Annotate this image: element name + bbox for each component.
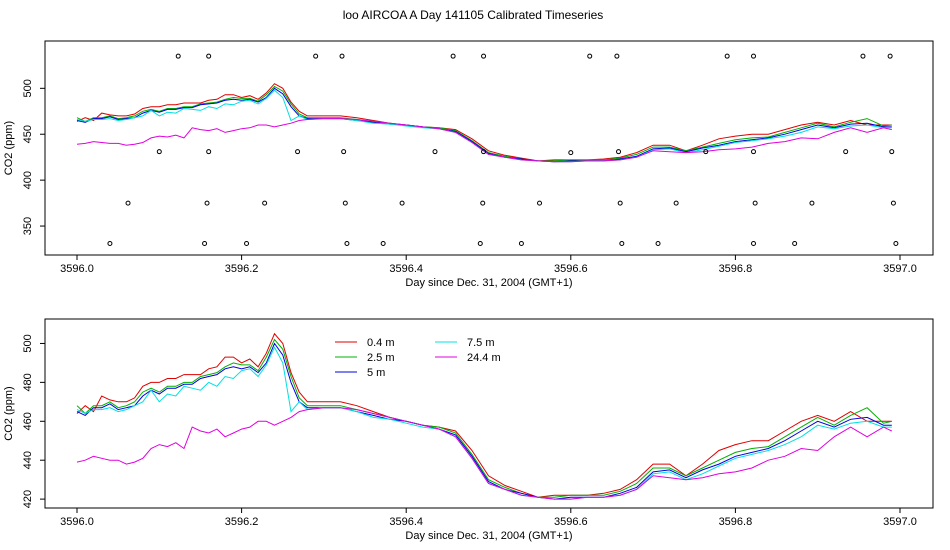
plot-frame bbox=[44, 40, 934, 256]
marker-point bbox=[537, 200, 543, 206]
marker-point bbox=[156, 149, 162, 155]
marker-point bbox=[480, 200, 486, 206]
y-tick-label: 420 bbox=[22, 490, 34, 508]
marker-point bbox=[751, 149, 757, 155]
marker-point bbox=[518, 240, 524, 246]
y-tick-label: 350 bbox=[22, 217, 34, 235]
y-axis-label: CO2 (ppm) bbox=[3, 121, 15, 175]
y-tick-label: 500 bbox=[22, 79, 34, 97]
marker-point bbox=[339, 53, 345, 59]
marker-point bbox=[399, 200, 405, 206]
marker-point bbox=[477, 240, 483, 246]
legend-label: 2.5 m bbox=[367, 352, 395, 364]
marker-point bbox=[890, 200, 896, 206]
marker-point bbox=[175, 53, 181, 59]
series-line-5-m bbox=[76, 87, 892, 163]
y-tick-label: 460 bbox=[22, 412, 34, 430]
marker-point bbox=[751, 53, 757, 59]
marker-point bbox=[568, 150, 574, 156]
x-tick-label: 3596.6 bbox=[554, 516, 588, 528]
marker-point bbox=[587, 53, 593, 59]
marker-point bbox=[893, 240, 899, 246]
x-tick-label: 3597.0 bbox=[883, 516, 917, 528]
marker-point bbox=[481, 149, 487, 155]
series-line-0-4-m bbox=[76, 83, 892, 162]
x-tick-label: 3596.0 bbox=[60, 516, 94, 528]
x-tick-label: 3596.8 bbox=[719, 263, 753, 275]
x-tick-label: 3596.4 bbox=[389, 263, 423, 275]
marker-point bbox=[432, 149, 438, 155]
plot-frame bbox=[44, 318, 934, 509]
x-axis-label: Day since Dec. 31, 2004 (GMT+1) bbox=[405, 277, 572, 289]
legend-label: 0.4 m bbox=[367, 337, 395, 349]
y-axis-label: CO2 (ppm) bbox=[3, 386, 15, 440]
series-line-7-5-m bbox=[76, 346, 892, 500]
series-line-24-4-m bbox=[76, 407, 893, 500]
x-tick-label: 3596.2 bbox=[225, 263, 259, 275]
marker-point bbox=[619, 240, 625, 246]
marker-point bbox=[295, 149, 301, 155]
marker-point bbox=[614, 53, 620, 59]
marker-point bbox=[206, 149, 212, 155]
marker-point bbox=[450, 53, 456, 59]
y-tick-label: 450 bbox=[22, 125, 34, 143]
chart-panels: 3596.0 3596.2 3596.4 3596.6 3596.8 3597.0 350 4… bbox=[3, 40, 934, 542]
marker-point bbox=[202, 240, 208, 246]
marker-point bbox=[809, 200, 815, 206]
marker-point bbox=[887, 53, 893, 59]
y-tick-label: 480 bbox=[22, 373, 34, 391]
x-tick-label: 3597.0 bbox=[883, 263, 917, 275]
page-title: loo AIRCOA A Day 141105 Calibrated Times… bbox=[343, 8, 604, 22]
marker-point bbox=[752, 200, 758, 206]
marker-point bbox=[724, 53, 730, 59]
x-tick-label: 3596.6 bbox=[554, 263, 588, 275]
legend: 0.4 m 2.5 m 5 m 7.5 m 24.4 m bbox=[335, 337, 501, 379]
legend-label: 5 m bbox=[367, 367, 385, 379]
marker-point bbox=[344, 240, 350, 246]
y-tick-label: 440 bbox=[22, 451, 34, 469]
marker-point bbox=[313, 53, 319, 59]
series-line-24-4-m bbox=[76, 118, 892, 163]
y-tick-label: 400 bbox=[22, 171, 34, 189]
series-line-7-5-m bbox=[76, 89, 892, 163]
marker-point bbox=[792, 240, 798, 246]
marker-point bbox=[889, 149, 895, 155]
marker-point bbox=[673, 200, 679, 206]
marker-point bbox=[703, 149, 709, 155]
marker-point bbox=[655, 240, 661, 246]
marker-point bbox=[617, 200, 623, 206]
x-tick-label: 3596.8 bbox=[719, 516, 753, 528]
legend-label: 7.5 m bbox=[467, 337, 495, 349]
chart-panel-1: 3596.0 3596.2 3596.4 3596.6 3596.8 3597.0 350 4… bbox=[3, 40, 934, 289]
series-line-0-4-m bbox=[76, 332, 892, 498]
series-line-5-m bbox=[76, 342, 892, 500]
marker-point bbox=[107, 240, 113, 246]
marker-point bbox=[751, 240, 757, 246]
marker-point bbox=[204, 200, 210, 206]
x-tick-label: 3596.0 bbox=[60, 263, 94, 275]
x-axis-label: Day since Dec. 31, 2004 (GMT+1) bbox=[405, 530, 572, 542]
x-tick-label: 3596.4 bbox=[389, 516, 423, 528]
marker-point bbox=[481, 53, 487, 59]
marker-point bbox=[843, 149, 849, 155]
y-tick-label: 500 bbox=[22, 334, 34, 352]
marker-point bbox=[206, 53, 212, 59]
x-tick-label: 3596.2 bbox=[225, 516, 259, 528]
marker-point bbox=[380, 240, 386, 246]
marker-point bbox=[244, 240, 250, 246]
marker-point bbox=[860, 53, 866, 59]
legend-label: 24.4 m bbox=[467, 352, 501, 364]
marker-point bbox=[125, 200, 131, 206]
marker-point bbox=[342, 200, 348, 206]
marker-point bbox=[616, 149, 622, 155]
marker-point bbox=[341, 149, 347, 155]
chart-panel-2: 3596.0 3596.2 3596.4 3596.6 3596.8 3597.0 420 4… bbox=[3, 318, 934, 542]
marker-point bbox=[262, 200, 268, 206]
